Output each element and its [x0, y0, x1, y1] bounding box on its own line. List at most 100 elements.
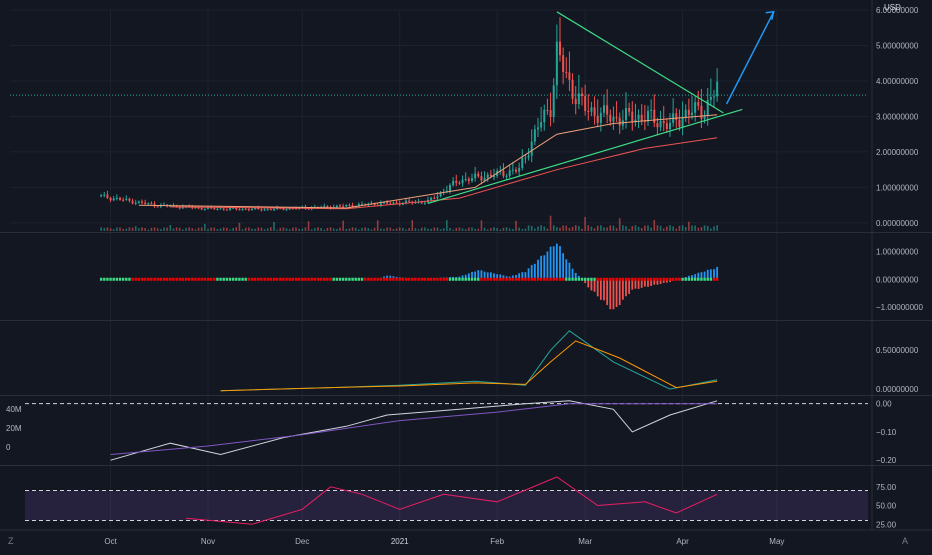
candle-body	[295, 208, 297, 210]
zero-signal-dot	[646, 277, 650, 281]
volume-bar	[596, 225, 599, 231]
candle-body	[464, 178, 467, 180]
zero-signal-dot	[275, 277, 279, 281]
zero-signal-dot	[580, 277, 584, 281]
candle-body	[684, 109, 687, 118]
candle-body	[659, 120, 662, 128]
candle-body	[335, 205, 338, 208]
volume-bar	[549, 215, 552, 231]
volume-bar	[568, 227, 571, 231]
candle-body	[285, 209, 288, 211]
flow-line-1	[110, 400, 718, 461]
zero-signal-dot	[555, 277, 559, 281]
candle-body	[238, 209, 241, 211]
volume-bar	[647, 225, 649, 231]
volume-bar	[559, 227, 561, 231]
volume-bar	[392, 229, 395, 231]
histogram-bar	[596, 279, 599, 297]
volume-bar	[672, 226, 674, 231]
candle-body	[288, 208, 291, 210]
zero-signal-dot	[665, 277, 669, 281]
zero-signal-dot	[370, 277, 373, 281]
volume-bar	[678, 225, 681, 231]
projection-arrow-head	[765, 10, 775, 20]
candle-body	[392, 202, 395, 204]
candle-body	[405, 200, 407, 203]
volume-bar	[666, 226, 668, 231]
histogram-bar	[546, 251, 549, 280]
volume-bar	[270, 227, 272, 231]
volume-bar	[386, 227, 388, 231]
histogram-bar	[392, 276, 395, 280]
zero-signal-dot	[552, 277, 555, 281]
volume-bar	[244, 227, 247, 231]
zero-signal-dot	[521, 277, 524, 281]
zero-signal-dot	[244, 277, 247, 281]
candle-body	[716, 81, 719, 97]
zero-signal-dot	[643, 277, 647, 281]
candle-body	[197, 207, 200, 209]
candle-body	[106, 194, 109, 198]
histogram-bar	[709, 269, 712, 280]
volume-bar	[552, 225, 555, 231]
zero-signal-dot	[143, 277, 147, 281]
candle-body	[109, 197, 112, 201]
zero-signal-dot	[392, 277, 395, 281]
candle-body	[137, 201, 140, 203]
zero-signal-dot	[181, 277, 185, 281]
volume-bar	[452, 229, 454, 231]
histogram-bar	[549, 246, 552, 280]
volume-bar	[565, 225, 568, 231]
auto-scale-button[interactable]: A	[902, 536, 909, 546]
candle-body	[615, 116, 618, 118]
candle-body	[345, 205, 348, 207]
volume-bar	[694, 225, 696, 231]
zero-signal-dot	[571, 277, 574, 281]
zero-signal-dot	[291, 277, 295, 281]
volume-bar	[521, 228, 524, 231]
candle-body	[436, 196, 439, 199]
volume-bar	[697, 227, 700, 231]
volume-bar	[681, 225, 684, 231]
volume-bar	[430, 228, 432, 231]
volume-bar	[556, 227, 558, 231]
volume-bar	[600, 225, 602, 231]
zero-signal-dot	[455, 277, 458, 281]
candle-body	[219, 208, 222, 210]
volume-bar	[546, 228, 549, 231]
zero-signal-dot	[467, 277, 471, 281]
volume-bar	[163, 227, 165, 231]
x-tick-label: Feb	[490, 537, 504, 546]
candle-body	[232, 207, 235, 209]
ma-fast-line	[138, 114, 718, 209]
zero-signal-dot	[385, 277, 389, 281]
zero-signal-dot	[115, 277, 119, 281]
zero-signal-dot	[624, 277, 628, 281]
auto-scale-left-button[interactable]: Z	[8, 536, 14, 546]
candle-body	[515, 169, 517, 172]
y-tick-label: 1.00000000	[876, 183, 919, 192]
volume-bar	[172, 228, 175, 231]
zero-signal-dot	[279, 277, 282, 281]
volume-bar	[210, 227, 212, 231]
candle-body	[225, 209, 228, 211]
candle-body	[119, 197, 121, 200]
zero-signal-dot	[209, 277, 213, 281]
volume-bar	[502, 227, 505, 231]
volume-bar	[656, 225, 659, 231]
zero-signal-dot	[621, 277, 625, 281]
y-tick-label: 0.00	[876, 400, 892, 409]
histogram-bar	[486, 272, 489, 280]
zero-signal-dot	[326, 277, 329, 281]
histogram-bar	[386, 275, 389, 280]
volume-bar	[103, 227, 106, 231]
zero-signal-dot	[577, 277, 581, 281]
zero-signal-dot	[429, 277, 433, 281]
zero-signal-dot	[360, 277, 364, 281]
y-tick-label: 0.00000000	[876, 385, 919, 394]
volume-bar	[688, 221, 690, 231]
zero-signal-dot	[269, 277, 273, 281]
zero-signal-dot	[659, 277, 662, 281]
zero-signal-dot	[640, 277, 643, 281]
candle-body	[552, 85, 555, 118]
